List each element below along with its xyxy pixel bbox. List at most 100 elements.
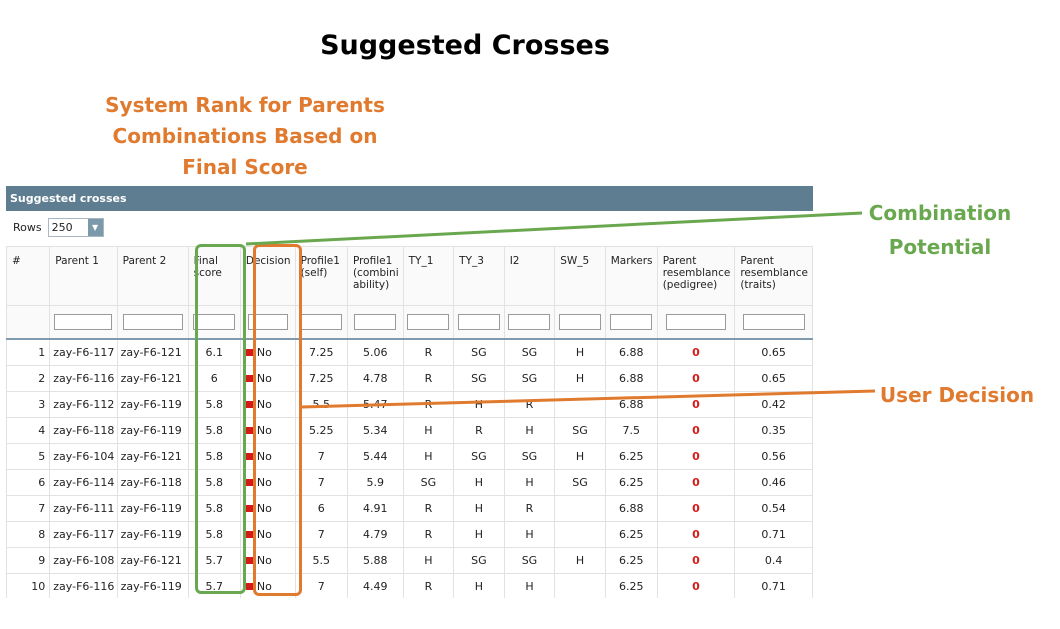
- column-header[interactable]: Parent resemblance (pedigree): [656, 246, 736, 306]
- filter-input-profile1-combining[interactable]: [354, 314, 397, 330]
- column-header[interactable]: Parent 1: [49, 246, 118, 306]
- table-cell: 7.5: [604, 417, 658, 444]
- table-cell: SG: [453, 365, 505, 392]
- column-header[interactable]: Profile1 (self): [294, 246, 348, 306]
- column-header[interactable]: Parent 2: [116, 246, 189, 306]
- filter-input-resemblance-traits[interactable]: [742, 314, 805, 330]
- rows-per-page-select[interactable]: 250 ▼: [47, 217, 104, 237]
- table-cell: R: [503, 495, 556, 522]
- table-cell: 4.78: [346, 365, 404, 392]
- column-header[interactable]: SW_5: [554, 246, 606, 306]
- decision-highlight: [253, 244, 302, 596]
- table-cell: 5.5: [294, 391, 348, 418]
- filter-input-markers[interactable]: [610, 314, 653, 330]
- table-cell: SG: [503, 338, 556, 366]
- table-row[interactable]: 4 zay-F6-118 zay-F6-119 5.8 No 5.25 5.34 H R H SG 7…: [6, 417, 813, 444]
- table-row[interactable]: 5 zay-F6-104 zay-F6-121 5.8 No 7 5.44 H SG SG H 6.2…: [6, 443, 813, 470]
- filter-input-parent1[interactable]: [54, 314, 113, 330]
- table-cell: [554, 521, 606, 548]
- table-cell: 7: [294, 469, 348, 496]
- filter-input-final-score[interactable]: [193, 314, 236, 330]
- table-cell: 0: [656, 521, 736, 548]
- combination-potential-annotation: Combination Potential: [868, 201, 1012, 259]
- column-header[interactable]: Decision: [239, 246, 296, 306]
- table-cell: SG: [453, 443, 505, 470]
- table-cell: SG: [554, 469, 606, 496]
- column-header[interactable]: TY_1: [402, 246, 455, 306]
- column-header[interactable]: TY_3: [453, 246, 505, 306]
- resemblance-pedigree-value: 0: [692, 424, 700, 437]
- table-cell: H: [503, 469, 556, 496]
- table-cell: 0.35: [734, 417, 813, 444]
- table-row[interactable]: 3 zay-F6-112 zay-F6-119 5.8 No 5.5 5.47 R H R 6.88…: [6, 391, 813, 418]
- filter-input-sw5[interactable]: [558, 314, 601, 330]
- table-row[interactable]: 10 zay-F6-116 zay-F6-119 5.7 No 7 4.49 R H H 6.25 0…: [6, 573, 813, 598]
- table-cell: 0.46: [734, 469, 813, 496]
- table-cell: R: [402, 521, 455, 548]
- filter-input-parent2[interactable]: [122, 314, 183, 330]
- table-cell: 0.65: [734, 365, 813, 392]
- filter-cell: [6, 305, 51, 340]
- table-cell: 7: [294, 443, 348, 470]
- filter-cell: [503, 305, 556, 340]
- rows-label: Rows: [13, 220, 42, 234]
- resemblance-pedigree-value: 0: [692, 346, 700, 359]
- table-cell: 0: [656, 338, 736, 366]
- crosses-table: # Parent 1 Parent 2 Final score Decision…: [6, 246, 813, 598]
- table-cell: SG: [503, 365, 556, 392]
- table-cell: 9: [6, 547, 51, 574]
- table-cell: [554, 391, 606, 418]
- table-cell: 5.88: [346, 547, 404, 574]
- filter-input-ty3[interactable]: [457, 314, 500, 330]
- table-cell: 5.47: [346, 391, 404, 418]
- table-cell: 0.42: [734, 391, 813, 418]
- table-cell: zay-F6-119: [116, 495, 189, 522]
- table-row[interactable]: 6 zay-F6-114 zay-F6-118 5.8 No 7 5.9 SG H H SG 6.25…: [6, 469, 813, 496]
- table-cell: 3: [6, 391, 51, 418]
- page-headline: Suggested Crosses: [320, 30, 610, 61]
- filter-cell: [116, 305, 189, 340]
- table-cell: 6: [6, 469, 51, 496]
- table-cell: 0: [656, 573, 736, 598]
- filter-input-profile1-self[interactable]: [300, 314, 343, 330]
- table-cell: 5: [6, 443, 51, 470]
- table-cell: H: [453, 521, 505, 548]
- filter-cell: [656, 305, 736, 340]
- table-row[interactable]: 2 zay-F6-116 zay-F6-121 6 No 7.25 4.78 R SG SG H 6.…: [6, 365, 813, 392]
- chevron-down-icon[interactable]: ▼: [87, 218, 103, 236]
- filter-cell: [294, 305, 348, 340]
- column-header[interactable]: #: [6, 246, 51, 306]
- table-cell: H: [453, 573, 505, 598]
- table-cell: [554, 495, 606, 522]
- decision-value: No: [256, 372, 272, 385]
- table-row[interactable]: 7 zay-F6-111 zay-F6-119 5.8 No 6 4.91 R H R 6.88 0 0…: [6, 495, 813, 522]
- table-cell: H: [453, 495, 505, 522]
- decision-marker-icon: [245, 505, 253, 512]
- table-row[interactable]: 8 zay-F6-117 zay-F6-119 5.8 No 7 4.79 R H H 6.25 0 0…: [6, 521, 813, 548]
- table-cell: 7: [6, 495, 51, 522]
- table-cell: H: [453, 391, 505, 418]
- column-header[interactable]: Markers: [604, 246, 658, 306]
- filter-input-ty1[interactable]: [407, 314, 450, 330]
- resemblance-pedigree-value: 0: [692, 450, 700, 463]
- table-row[interactable]: 1 zay-F6-117 zay-F6-121 6.1 No 7.25 5.06 R SG SG H…: [6, 338, 813, 366]
- column-header[interactable]: I2: [503, 246, 556, 306]
- table-cell: 1: [6, 338, 51, 366]
- filter-input-decision[interactable]: [247, 314, 288, 330]
- table-cell: zay-F6-114: [49, 469, 118, 496]
- filter-input-i2[interactable]: [508, 314, 551, 330]
- decision-marker-icon: [245, 401, 253, 408]
- decision-cell: No: [239, 417, 296, 444]
- filter-cell: [554, 305, 606, 340]
- table-cell: 0: [656, 391, 736, 418]
- filter-input-resemblance-pedigree[interactable]: [666, 314, 726, 330]
- table-cell: H: [503, 573, 556, 598]
- table-cell: SG: [453, 338, 505, 366]
- table-row[interactable]: 9 zay-F6-108 zay-F6-121 5.7 No 5.5 5.88 H SG SG H 6…: [6, 547, 813, 574]
- table-cell: H: [554, 365, 606, 392]
- table-cell: R: [402, 338, 455, 366]
- column-header[interactable]: Parent resemblance (traits): [734, 246, 813, 306]
- column-header[interactable]: Profile1 (combini ability): [346, 246, 404, 306]
- filter-row: [6, 305, 813, 340]
- table-cell: 0: [656, 547, 736, 574]
